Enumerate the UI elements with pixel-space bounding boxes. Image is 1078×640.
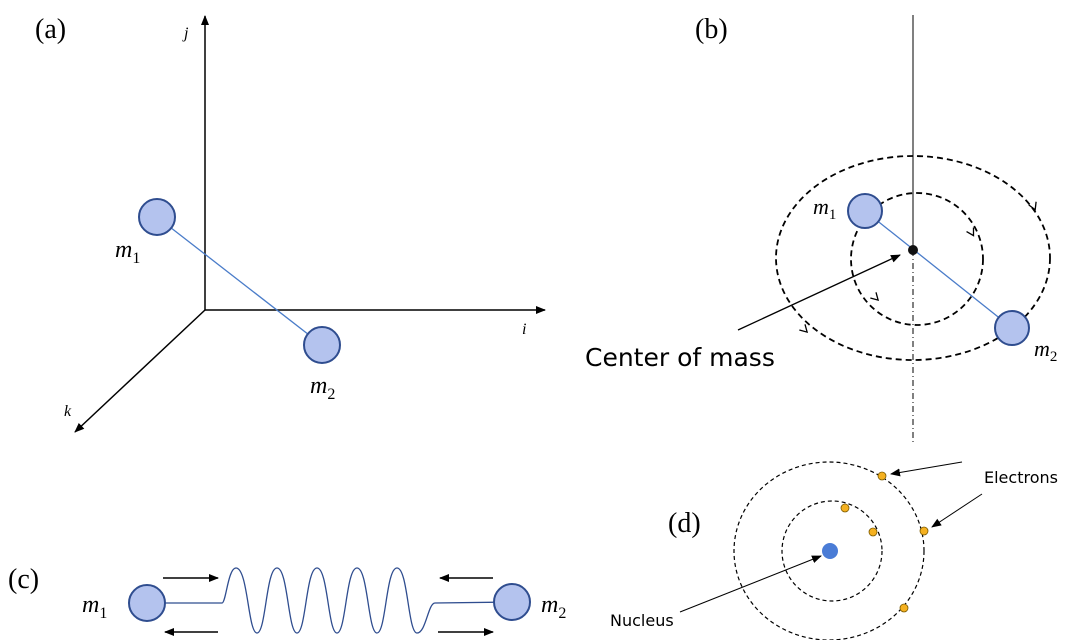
orbit-arrow — [800, 325, 805, 330]
panel-d: (d) Electrons Nucleus — [610, 462, 1058, 640]
electron — [869, 528, 877, 536]
mass-label: m2 — [1034, 336, 1057, 365]
rod — [865, 211, 1012, 328]
panel-a: (a) j i k m1 m2 — [35, 14, 545, 432]
mass-label: m2 — [541, 592, 566, 622]
rod — [157, 217, 322, 345]
mass — [494, 584, 530, 620]
mass — [129, 585, 165, 621]
electron — [841, 504, 849, 512]
mass-label: m1 — [813, 194, 836, 223]
center-of-mass — [908, 245, 918, 255]
electron — [878, 472, 886, 480]
axis-k — [75, 310, 205, 432]
mass-label: m1 — [82, 592, 107, 622]
electron — [920, 527, 928, 535]
panel-c: (c) m1 m2 — [8, 564, 566, 633]
pointer — [891, 462, 962, 474]
annotation: Center of mass — [585, 343, 775, 372]
electron — [900, 604, 908, 612]
nucleus — [822, 543, 838, 559]
diagram: (a) j i k m1 m2 (b) m1 m2 Center of mass… — [0, 0, 1078, 640]
annotation: Nucleus — [610, 611, 674, 630]
mass — [304, 327, 340, 363]
pointer — [738, 255, 900, 330]
pointer — [680, 556, 821, 612]
panel-label: (a) — [35, 14, 66, 45]
annotation: Electrons — [984, 468, 1058, 487]
mass — [139, 199, 175, 235]
panel-label: (d) — [668, 508, 701, 539]
axis-label: k — [64, 403, 72, 420]
pointer — [932, 494, 982, 527]
panel-label: (c) — [8, 564, 39, 595]
panel-label: (b) — [695, 14, 728, 45]
mass-label: m2 — [310, 373, 335, 403]
mass — [995, 311, 1029, 345]
mass — [848, 194, 882, 228]
mass-label: m1 — [115, 237, 140, 267]
panel-b: (b) m1 m2 Center of mass — [585, 14, 1057, 445]
orbit-arrow — [870, 292, 876, 298]
orbit-arrow — [968, 226, 972, 233]
axis-label: i — [522, 321, 526, 338]
orbit-arrow — [1031, 200, 1034, 207]
axis-label: j — [182, 25, 189, 42]
